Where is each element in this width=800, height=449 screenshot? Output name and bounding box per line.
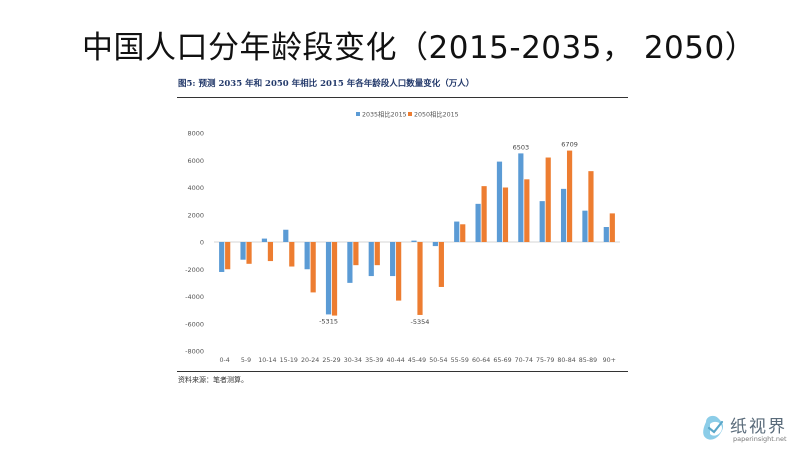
bar [304,242,310,270]
bar [267,242,274,262]
data-label: -5315 [319,317,338,325]
bar [524,179,530,242]
bar [219,242,225,272]
bar [582,210,588,242]
x-tick-label: 50-54 [429,357,447,364]
bar [240,242,246,260]
bar [331,242,338,316]
paperinsight-logo-icon [703,415,724,440]
bar [225,242,231,270]
x-tick-label: 0-4 [220,357,230,364]
bar [502,187,509,242]
legend-label: 2035相比2015 [362,110,407,119]
watermark-name: 纸视界 [730,417,787,437]
x-tick-label: 5-9 [241,357,251,364]
y-tick-label: -2000 [185,266,204,274]
caption-rule [177,97,628,98]
x-tick-label: 80-84 [557,357,575,364]
y-tick-label: 6000 [187,157,204,165]
y-tick-label: -6000 [185,320,204,328]
x-tick-label: 75-79 [536,357,554,364]
bar [283,229,289,242]
bar [588,171,594,242]
x-tick-label: 15-19 [280,357,298,364]
bar [353,242,359,266]
bar [417,242,423,315]
x-tick-label: 90+ [603,357,616,364]
bar [481,186,487,242]
y-tick-label: -8000 [185,348,204,356]
bar [545,157,551,242]
y-tick-label: 8000 [187,130,204,138]
source-rule [177,371,628,372]
bar [438,242,444,287]
y-tick-label: 2000 [187,211,204,219]
bar [368,242,374,277]
x-tick-label: 40-44 [386,357,404,364]
y-tick-label: -4000 [185,293,204,301]
bar [396,242,402,301]
x-tick-label: 20-24 [301,357,319,364]
bar [374,242,380,266]
x-tick-label: 35-39 [365,357,383,364]
slide-title: 中国人口分年龄段变化（2015-2035， 2050） [82,30,757,66]
x-tick-label: 45-49 [408,357,426,364]
x-tick-label: 10-14 [258,357,276,364]
bar [496,161,503,242]
bar [460,224,466,242]
bar [454,221,460,242]
x-tick-label: 65-69 [493,357,511,364]
bar [566,150,573,242]
y-tick-label: 0 [200,239,204,247]
bar [539,201,545,242]
bar [261,238,268,242]
bar [411,240,417,242]
data-label: 6709 [561,141,578,149]
x-tick-label: 25-29 [322,357,340,364]
x-tick-label: 60-64 [472,357,490,364]
bar [475,203,481,242]
legend-swatch [356,112,360,116]
figure-caption: 图5: 预测 2035 年和 2050 年相比 2015 年各年龄段人口数量变化… [178,79,475,89]
watermark-url: paperinsight.net [733,435,787,443]
legend-swatch [408,112,412,116]
data-label: -5354 [411,318,430,326]
x-tick-label: 30-34 [344,357,362,364]
x-tick-label: 70-74 [515,357,533,364]
bar [518,153,524,242]
bar [432,242,438,247]
bar [603,227,609,242]
x-tick-label: 55-59 [451,357,469,364]
source-note: 资料来源：笔者测算。 [178,376,248,384]
bar [609,213,615,242]
bar [560,188,567,242]
bar [289,242,295,267]
x-tick-label: 85-89 [579,357,597,364]
bar [390,242,396,277]
bar [310,242,316,293]
bar [325,242,332,315]
y-tick-label: 4000 [187,184,204,192]
legend-label: 2050相比2015 [414,110,459,119]
data-label: 6503 [513,143,530,151]
bar [347,242,353,283]
bar [246,242,252,264]
